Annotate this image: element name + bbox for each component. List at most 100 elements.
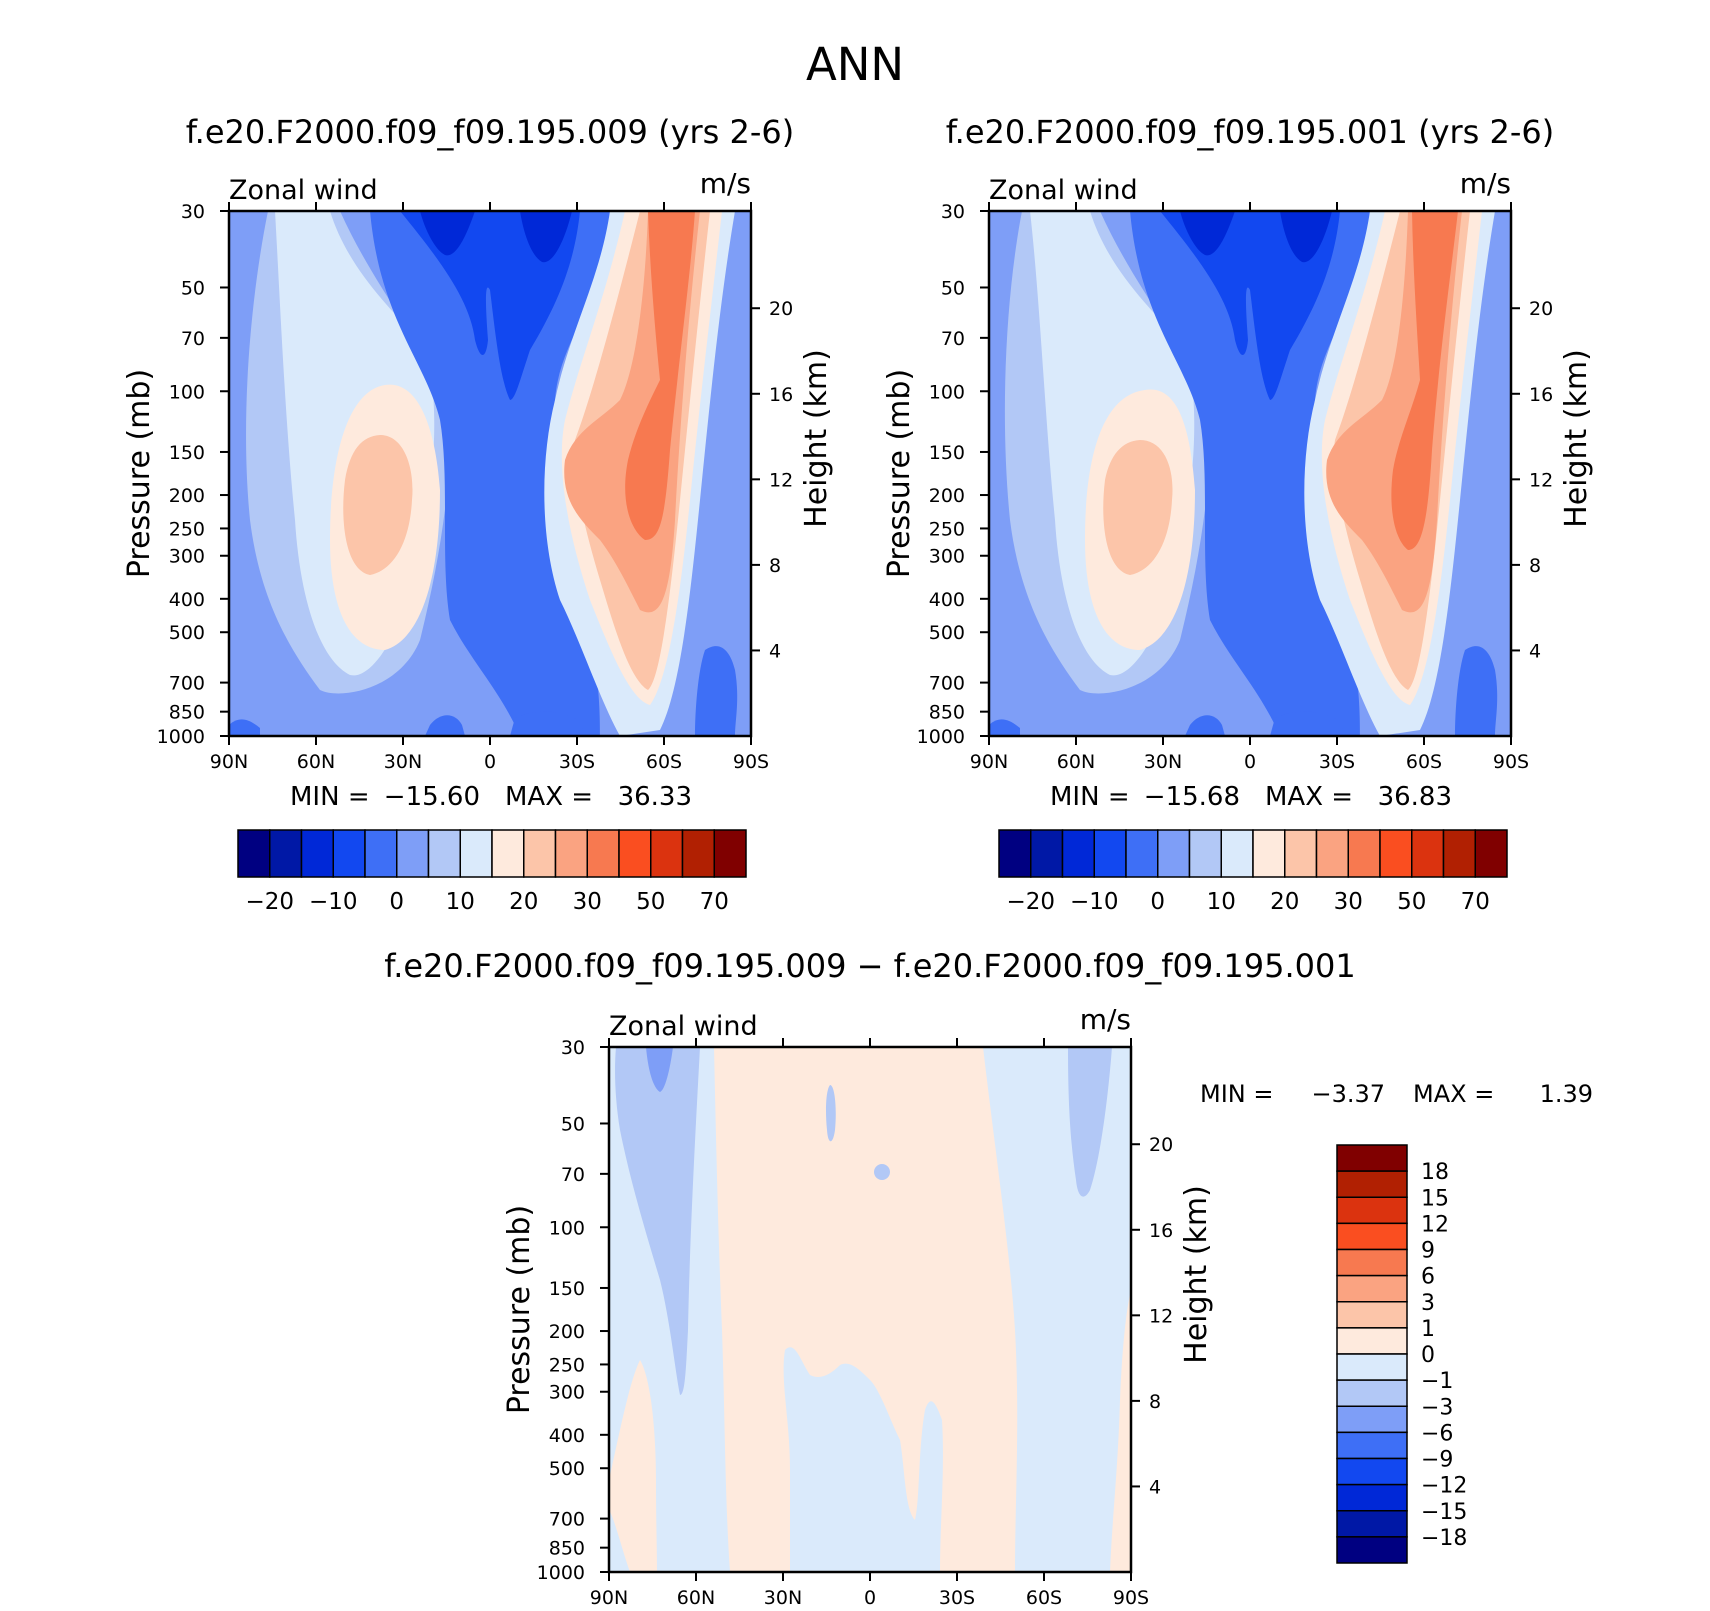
level-fill: [510, 711, 585, 736]
max-label: MAX =: [1413, 1080, 1494, 1108]
y2-tick-label: 20: [1149, 1134, 1173, 1156]
colorbar-label: 9: [1421, 1239, 1435, 1264]
colorbar-swatch: [1379, 829, 1413, 878]
y-tick-label: 100: [169, 381, 205, 403]
colorbar-label: −6: [1421, 1421, 1453, 1446]
colorbar-swatch: [491, 829, 525, 878]
colorbar-swatch: [1336, 1301, 1408, 1329]
x-tick-label: 60S: [1406, 751, 1442, 773]
level-fill: [1280, 211, 1332, 263]
colorbar-swatch: [1336, 1222, 1408, 1251]
colorbar-swatch: [1411, 829, 1445, 878]
y2-tick-label: 4: [1529, 640, 1541, 662]
colorbar-swatch: [1336, 1431, 1408, 1460]
x-tick-label: 90S: [1493, 751, 1529, 773]
colorbar-label: 3: [1421, 1291, 1435, 1316]
level-fill: [1068, 1047, 1112, 1197]
x-tick-label: 30N: [384, 751, 422, 773]
y-axis-title: Pressure (mb): [882, 369, 917, 578]
colorbar-swatch: [618, 829, 652, 878]
colorbar-swatch: [1125, 829, 1159, 878]
y-tick-label: 700: [169, 673, 205, 695]
plot-axes: 90N 60N 30N 0 30S 60S 90S 30 50 70 100 150 200 250 300…: [502, 1003, 1214, 1609]
y-axis-title: Pressure (mb): [122, 369, 157, 578]
y2-tick-label: 8: [1529, 555, 1541, 577]
level-fill: [646, 1047, 673, 1092]
colorbar-swatch: [650, 829, 684, 878]
colorbar-swatch: [523, 829, 557, 878]
colorbar-swatch: [1093, 829, 1127, 878]
y-tick-label: 700: [929, 673, 965, 695]
y-tick-label: 100: [549, 1217, 585, 1239]
x-tick-label: 90S: [733, 751, 769, 773]
colorbar-swatch: [1061, 829, 1095, 878]
level-fill: [1180, 211, 1235, 256]
colorbar-swatch: [1220, 829, 1254, 878]
y-tick-label: 30: [561, 1037, 585, 1059]
max-label: MAX =: [1265, 782, 1353, 812]
colorbar-swatch: [427, 829, 461, 878]
level-fill: [229, 719, 260, 736]
colorbar-label: 30: [1334, 889, 1363, 915]
panel-title: f.e20.F2000.f09_f09.195.009 − f.e20.F200…: [384, 947, 1356, 985]
colorbar-swatch: [237, 829, 271, 878]
y2-tick-label: 20: [1529, 298, 1553, 320]
panel-title: f.e20.F2000.f09_f09.195.009 (yrs 2-6): [186, 113, 795, 151]
colorbar-label: −10: [309, 889, 358, 915]
colorbar-swatch: [1336, 1379, 1408, 1407]
y-tick-label: 500: [169, 622, 205, 644]
y-tick-label: 200: [929, 485, 965, 507]
x-tick-label: 60S: [1026, 1587, 1062, 1609]
y2-axis-title: Height (km): [1179, 1185, 1214, 1364]
x-tick-label: 60S: [646, 751, 682, 773]
y-tick-label: 30: [941, 201, 965, 223]
colorbar-label: 18: [1421, 1160, 1449, 1185]
variable-label: Zonal wind: [229, 175, 378, 206]
colorbar-label: −15: [1421, 1500, 1467, 1525]
y-tick-label: 200: [169, 485, 205, 507]
level-fill: [714, 1047, 1018, 1572]
colorbar-label: 0: [389, 889, 404, 915]
colorbar-label: −12: [1421, 1474, 1467, 1499]
y-tick-label: 400: [549, 1425, 585, 1447]
colorbar-label: 70: [1461, 889, 1490, 915]
y2-tick-label: 8: [769, 555, 781, 577]
level-fill: [420, 211, 475, 256]
x-tick-label: 0: [864, 1587, 876, 1609]
level-fill: [874, 1164, 890, 1180]
zonal-wind-panel-009: f.e20.F2000.f09_f09.195.009 (yrs 2-6) 90…: [122, 113, 834, 773]
colorbar-swatch: [713, 829, 747, 878]
y2-tick-label: 12: [769, 469, 793, 491]
colorbar-swatch: [396, 829, 430, 878]
colorbar-swatch: [1336, 1248, 1408, 1277]
max-label: MAX =: [505, 782, 593, 812]
min-label: MIN =: [1200, 1080, 1273, 1108]
x-tick-label: 90N: [970, 751, 1008, 773]
level-fill: [1391, 211, 1458, 550]
y-tick-label: 70: [561, 1164, 585, 1186]
colorbar-label: 20: [509, 889, 538, 915]
colorbar-label: −9: [1421, 1448, 1453, 1473]
level-fill: [1270, 711, 1345, 736]
colorbar-swatch: [1336, 1510, 1408, 1538]
min-value: −3.37: [1311, 1080, 1385, 1108]
colorbar-label: −20: [245, 889, 294, 915]
y-tick-label: 50: [181, 277, 205, 299]
x-tick-label: 90N: [590, 1587, 628, 1609]
x-tick-label: 90S: [1113, 1587, 1149, 1609]
units-label: m/s: [1080, 1003, 1131, 1036]
colorbar-swatch: [269, 829, 303, 878]
y-tick-label: 100: [929, 381, 965, 403]
y-tick-label: 500: [929, 622, 965, 644]
colorbar-swatch: [1315, 829, 1349, 878]
colorbar-label: 10: [1207, 889, 1236, 915]
y-tick-label: 70: [941, 328, 965, 350]
y-tick-label: 850: [929, 702, 965, 724]
plot-axes: 90N 60N 30N 0 30S 60S 90S 30 50 70 100 150 200 250 300…: [882, 167, 1594, 773]
min-label: MIN =: [1050, 782, 1130, 812]
y2-tick-label: 12: [1149, 1305, 1173, 1327]
y-tick-label: 50: [941, 277, 965, 299]
y-tick-label: 400: [169, 589, 205, 611]
level-fill: [615, 1047, 700, 1395]
level-fill: [425, 715, 465, 736]
